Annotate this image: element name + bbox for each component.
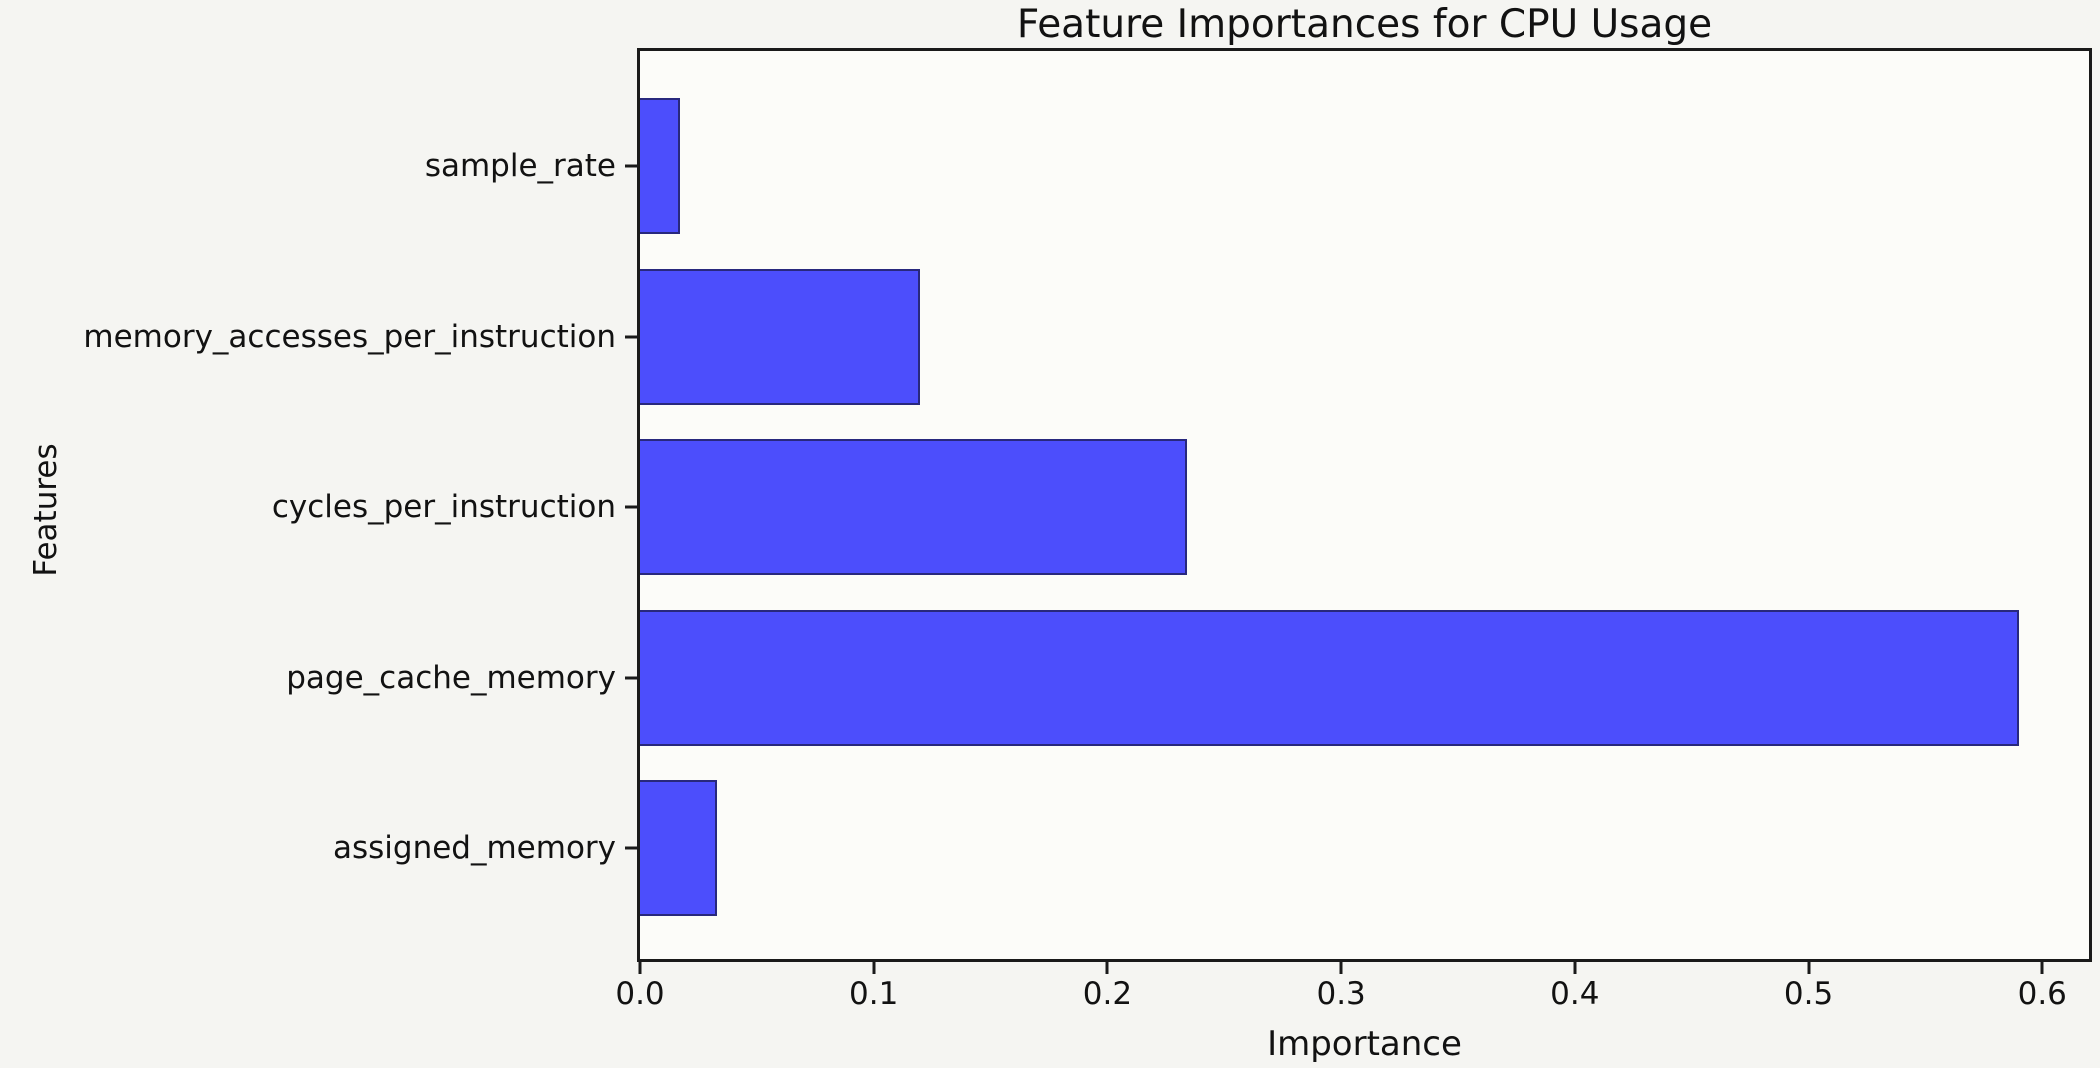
- x-tick-label-0.5: 0.5: [1783, 976, 1834, 1012]
- bar-memory_accesses_per_instruction: [640, 268, 921, 405]
- y-tick-mark-assigned_memory: [625, 846, 637, 850]
- y-tick-label-page_cache_memory: page_cache_memory: [286, 659, 616, 696]
- y-tick-mark-cycles_per_instruction: [625, 505, 637, 509]
- y-tick-mark-page_cache_memory: [625, 676, 637, 680]
- x-tick-label-0.3: 0.3: [1316, 976, 1366, 1012]
- plot-area: sample_rate memory_accesses_per_instructi…: [83, 48, 2092, 1012]
- x-tick-mark-0.4: [1573, 962, 1577, 974]
- y-tick-label-memory_accesses_per_instruction: memory_accesses_per_instruction: [83, 318, 616, 355]
- y-axis-label: Features: [28, 443, 64, 577]
- x-tick-label-0.1: 0.1: [849, 976, 899, 1012]
- x-tick-label-0.2: 0.2: [1082, 976, 1133, 1012]
- bar-cycles_per_instruction: [640, 439, 1187, 576]
- x-tick-label-0.0: 0.0: [615, 976, 665, 1012]
- x-tick-label-0.4: 0.4: [1550, 976, 1600, 1012]
- y-tick-label-assigned_memory: assigned_memory: [332, 830, 616, 867]
- y-tick-label-sample_rate: sample_rate: [424, 148, 616, 184]
- x-axis-label: Importance: [1267, 1024, 1462, 1064]
- x-tick-mark-0.2: [1105, 962, 1109, 974]
- y-tick-label-cycles_per_instruction: cycles_per_instruction: [271, 489, 616, 526]
- bar-sample_rate: [640, 98, 680, 234]
- x-tick-mark-0.6: [2040, 962, 2044, 974]
- bar-page_cache_memory: [640, 609, 2019, 746]
- bar-assigned_memory: [640, 780, 718, 917]
- y-tick-mark-memory_accesses_per_instruction: [625, 335, 637, 339]
- x-tick-label-0.6: 0.6: [2017, 976, 2067, 1012]
- x-tick-mark-0.5: [1807, 962, 1811, 974]
- x-tick-mark-0.3: [1339, 962, 1343, 974]
- x-tick-mark-0.1: [872, 962, 876, 974]
- chart-title: Feature Importances for CPU Usage: [1016, 2, 1713, 47]
- x-tick-mark-0.0: [638, 962, 642, 974]
- y-tick-mark-sample_rate: [625, 164, 637, 168]
